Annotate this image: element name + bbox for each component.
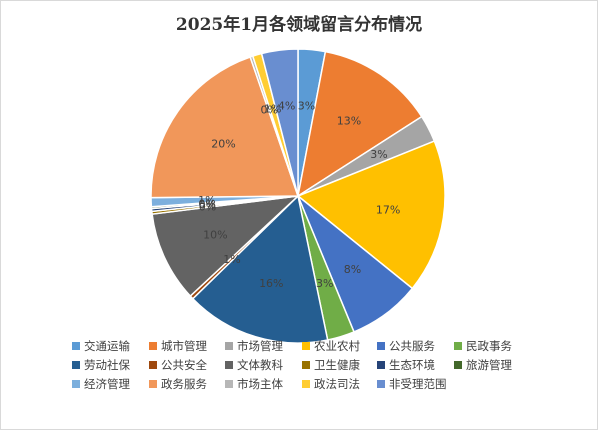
pie-slice-8 — [151, 194, 301, 298]
legend-label: 市场管理 — [237, 338, 283, 353]
legend-label: 城市管理 — [161, 338, 207, 353]
legend-swatch — [302, 341, 310, 350]
legend-label: 文体教科 — [237, 357, 283, 372]
pie-slice-1 — [296, 50, 423, 198]
legend-item-9: 卫生健康 — [302, 357, 377, 372]
pie-data-label-7: 1% — [223, 253, 240, 266]
pie-data-label-15: 1% — [264, 102, 281, 115]
legend-item-8: 文体教科 — [225, 357, 302, 372]
legend-swatch — [225, 360, 233, 369]
pie-slice-6 — [191, 194, 329, 344]
legend-swatch — [225, 341, 233, 350]
pie-data-label-9: 0% — [199, 200, 216, 213]
pie-data-label-3: 17% — [376, 204, 400, 217]
pie-slice-13 — [150, 56, 300, 199]
pie-slices — [150, 48, 446, 344]
chart-title: 2025年1月各领域留言分布情况 — [175, 15, 423, 35]
pie-data-label-4: 8% — [344, 263, 361, 276]
legend-item-5: 民政事务 — [454, 338, 544, 353]
legend-label: 公共安全 — [161, 357, 207, 372]
pie-data-label-10: 0% — [199, 199, 216, 212]
pie-data-label-0: 3% — [298, 99, 315, 112]
legend-label: 农业农村 — [314, 338, 360, 353]
legend-label: 政法司法 — [314, 376, 360, 391]
legend-item-6: 劳动社保 — [72, 357, 149, 372]
legend-label: 政务服务 — [161, 376, 207, 391]
legend-swatch — [72, 341, 80, 350]
legend-item-3: 农业农村 — [302, 338, 377, 353]
legend-swatch — [149, 379, 157, 388]
pie-slice-3 — [296, 140, 446, 290]
legend-swatch — [302, 379, 310, 388]
legend-swatch — [149, 341, 157, 350]
legend-swatch — [377, 360, 385, 369]
pie-data-label-1: 13% — [337, 115, 361, 128]
chart-legend: 交通运输 城市管理 市场管理 农业农村 公共服务 民政事务劳动社保 公共安全 文体教科 卫生健康… — [72, 338, 592, 391]
legend-label: 经济管理 — [84, 376, 130, 391]
pie-data-label-12: 1% — [198, 194, 215, 207]
legend-item-11: 旅游管理 — [454, 357, 544, 372]
pie-data-label-13: 20% — [211, 138, 235, 151]
pie-data-label-8: 10% — [203, 229, 227, 242]
legend-swatch — [72, 379, 80, 388]
legend-label: 公共服务 — [389, 338, 435, 353]
legend-item-14: 市场主体 — [225, 376, 302, 391]
legend-item-13: 政务服务 — [149, 376, 225, 391]
legend-swatch — [454, 360, 462, 369]
legend-label: 旅游管理 — [466, 357, 512, 372]
legend-label: 非受理范围 — [389, 376, 447, 391]
pie-data-labels: 3%13%3%17%8%3%16%1%10%0%0%0%1%20%0%1%4% — [198, 99, 400, 290]
pie-data-label-6: 16% — [259, 277, 283, 290]
legend-label: 生态环境 — [389, 357, 435, 372]
pie-data-label-16: 4% — [278, 100, 295, 113]
legend-label: 卫生健康 — [314, 357, 360, 372]
legend-item-15: 政法司法 — [302, 376, 377, 391]
pie-data-label-5: 3% — [316, 277, 333, 290]
pie-data-label-11: 0% — [198, 197, 215, 210]
legend-label: 交通运输 — [84, 338, 130, 353]
legend-item-0: 交通运输 — [72, 338, 149, 353]
pie-slice-16 — [260, 48, 299, 197]
legend-swatch — [149, 360, 157, 369]
legend-item-1: 城市管理 — [149, 338, 225, 353]
legend-item-2: 市场管理 — [225, 338, 302, 353]
legend-label: 民政事务 — [466, 338, 512, 353]
pie-data-label-2: 3% — [370, 148, 387, 161]
legend-label: 市场主体 — [237, 376, 283, 391]
legend-item-16: 非受理范围 — [377, 376, 454, 391]
legend-swatch — [377, 379, 385, 388]
legend-item-7: 公共安全 — [149, 357, 225, 372]
legend-item-12: 经济管理 — [72, 376, 149, 391]
legend-swatch — [377, 341, 385, 350]
legend-swatch — [72, 360, 80, 369]
legend-swatch — [454, 341, 462, 350]
pie-data-label-14: 0% — [260, 104, 277, 117]
legend-item-10: 生态环境 — [377, 357, 454, 372]
legend-label: 劳动社保 — [84, 357, 130, 372]
legend-item-4: 公共服务 — [377, 338, 454, 353]
legend-swatch — [302, 360, 310, 369]
legend-swatch — [225, 379, 233, 388]
